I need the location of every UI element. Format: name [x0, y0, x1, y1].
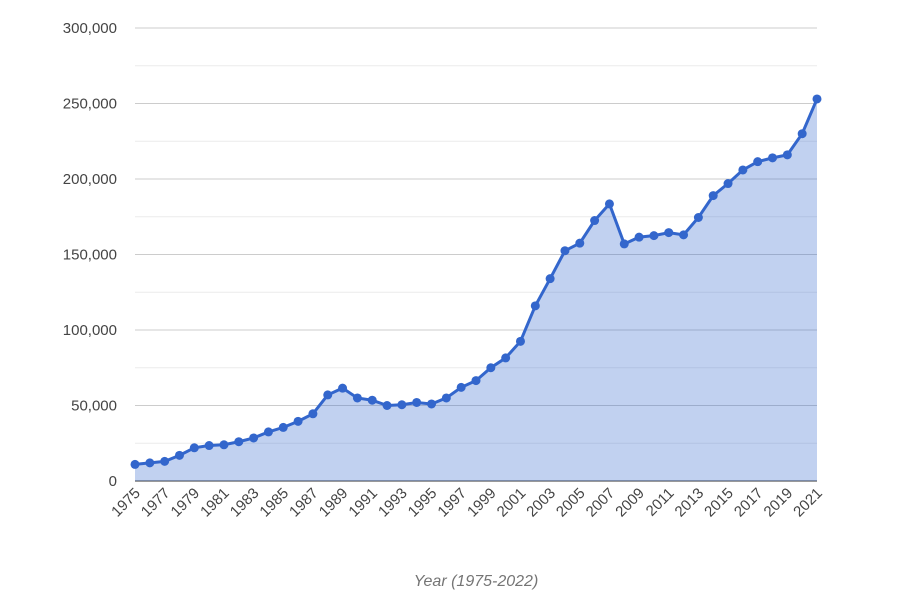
- point: [723, 179, 733, 189]
- point: [382, 401, 392, 410]
- y-tick-label: 100,000: [63, 322, 117, 339]
- point: [634, 232, 644, 242]
- point: [174, 450, 184, 460]
- point: [515, 336, 525, 346]
- point: [278, 422, 288, 432]
- x-tick-label: 2009: [612, 485, 648, 521]
- point: [367, 395, 377, 405]
- point: [545, 274, 555, 284]
- point: [782, 150, 792, 160]
- point: [160, 456, 170, 466]
- x-tick-label: 1985: [256, 485, 292, 521]
- point: [204, 441, 214, 451]
- point: [471, 376, 481, 386]
- x-axis-title: Year (1975-2022): [414, 573, 539, 590]
- y-tick-label: 200,000: [63, 171, 117, 188]
- point: [456, 382, 466, 392]
- point: [219, 440, 229, 450]
- point: [575, 238, 585, 248]
- x-tick-label: 2007: [583, 485, 619, 521]
- y-tick-label: 150,000: [63, 247, 117, 264]
- point: [427, 399, 437, 409]
- point: [530, 301, 540, 311]
- point: [649, 231, 659, 241]
- x-tick-label: 1975: [108, 485, 144, 521]
- point: [323, 390, 333, 400]
- x-tick-label: 1993: [375, 485, 411, 521]
- point: [308, 409, 318, 419]
- point: [812, 94, 822, 104]
- x-tick-label: 2003: [523, 485, 559, 521]
- x-tick-label: 1995: [405, 485, 441, 521]
- point: [412, 397, 422, 407]
- x-tick-label: 1997: [434, 485, 470, 521]
- point: [352, 393, 362, 403]
- point: [441, 393, 451, 403]
- x-tick-label: 1979: [168, 485, 204, 521]
- point: [338, 383, 348, 393]
- x-tick-label: 2013: [672, 485, 708, 521]
- x-tick-label: 1983: [227, 485, 263, 521]
- x-tick-label: 1989: [316, 485, 352, 521]
- point: [249, 433, 259, 443]
- point: [753, 157, 763, 167]
- x-tick-label: 2017: [731, 485, 767, 521]
- point: [263, 427, 273, 437]
- area: [135, 98, 817, 481]
- x-tick-label: 1991: [345, 485, 381, 521]
- y-tick-label: 250,000: [63, 96, 117, 113]
- x-tick-label: 2011: [643, 485, 678, 520]
- y-tick-label: 300,000: [63, 20, 117, 37]
- point: [619, 239, 629, 249]
- x-tick-label: 2019: [761, 485, 797, 521]
- x-tick-label: 2021: [790, 485, 826, 521]
- point: [293, 416, 303, 426]
- point: [738, 165, 748, 175]
- point: [693, 213, 703, 223]
- x-tick-label: 1981: [197, 485, 233, 521]
- point: [560, 246, 570, 256]
- point: [145, 458, 155, 468]
- x-tick-label: 1987: [286, 485, 322, 521]
- point: [501, 353, 511, 363]
- point: [397, 400, 407, 410]
- x-tick-label: 2015: [701, 485, 737, 521]
- x-tick-label: 1999: [464, 485, 500, 521]
- y-tick-label: 50,000: [71, 398, 117, 415]
- point: [708, 191, 718, 201]
- point: [486, 363, 496, 373]
- x-tick-label: 2005: [553, 485, 589, 521]
- point: [768, 153, 778, 163]
- point: [797, 129, 807, 139]
- point: [679, 230, 689, 240]
- point: [590, 216, 600, 226]
- x-tick-label: 1977: [138, 485, 174, 521]
- point: [189, 443, 199, 453]
- point: [664, 228, 674, 238]
- x-tick-label: 2001: [494, 485, 530, 521]
- y-tick-label: 0: [109, 473, 117, 490]
- point: [130, 459, 140, 469]
- point: [604, 199, 614, 209]
- point: [234, 437, 244, 447]
